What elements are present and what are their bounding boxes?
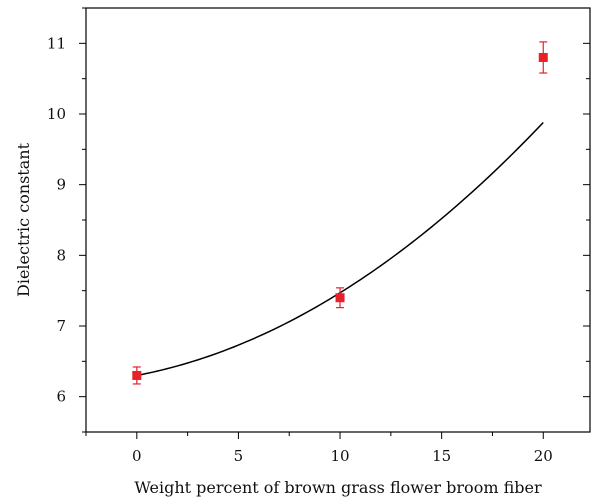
y-tick-label: 6 xyxy=(56,388,66,406)
data-points xyxy=(132,41,548,385)
fit-curve xyxy=(136,121,544,377)
y-axis-title: Dielectric constant xyxy=(14,142,33,297)
plot-frame xyxy=(85,7,591,433)
x-tick-label: 15 xyxy=(432,447,451,465)
x-tick-label: 5 xyxy=(234,447,244,465)
x-tick-label: 10 xyxy=(330,447,349,465)
x-tick-label: 20 xyxy=(534,447,553,465)
data-point xyxy=(538,52,548,62)
x-axis-title: Weight percent of brown grass flower bro… xyxy=(134,478,542,497)
y-tick-label: 9 xyxy=(56,176,66,194)
y-tick-label: 10 xyxy=(47,105,66,123)
y-tick-label: 7 xyxy=(56,317,66,335)
data-point xyxy=(132,370,142,380)
y-axis-ticks: 6 7 8 9 10 11 xyxy=(47,7,590,433)
y-tick-label: 11 xyxy=(47,34,66,52)
data-point xyxy=(335,293,345,303)
x-tick-label: 0 xyxy=(132,447,142,465)
fit-curve-group xyxy=(136,121,544,377)
y-tick-label: 8 xyxy=(56,246,66,264)
x-axis-ticks: 0 5 10 15 20 xyxy=(85,432,553,465)
